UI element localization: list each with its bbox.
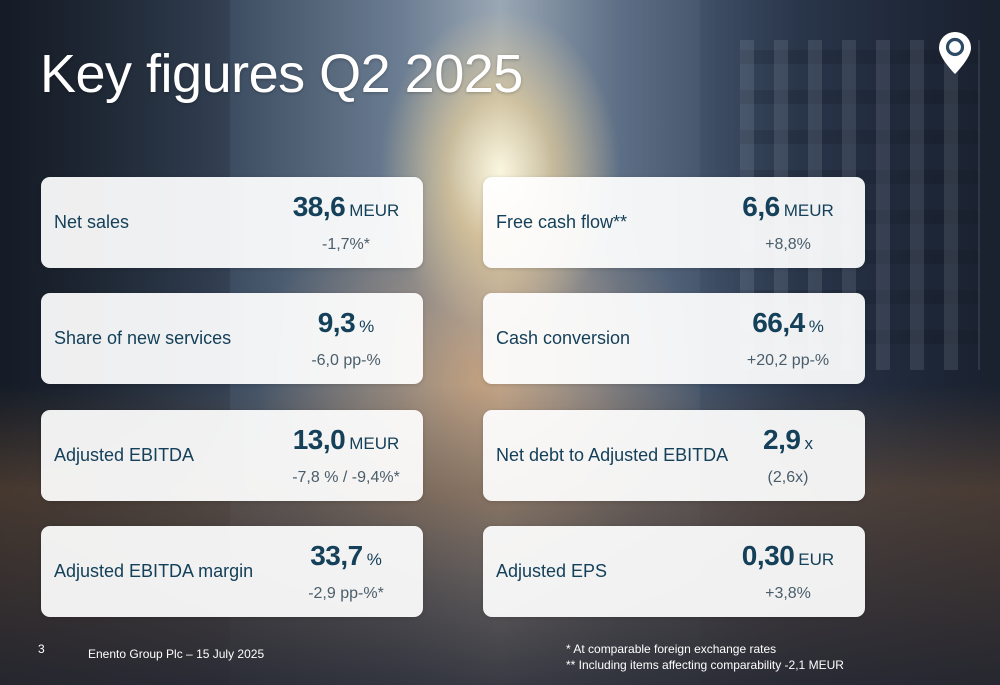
kpi-value-number: 0,30	[741, 540, 795, 571]
kpi-value-unit: %	[359, 317, 375, 336]
kpi-change: +8,8%	[765, 236, 811, 253]
kpi-value-unit: %	[808, 317, 824, 336]
kpi-value-number: 9,3	[317, 307, 356, 338]
kpi-label: Adjusted EPS	[496, 561, 608, 581]
kpi-label: Adjusted EBITDA	[54, 445, 195, 465]
kpi-card-adjusted-ebitda: Adjusted EBITDA 13,0 MEUR -7,8 % / -9,4%*	[41, 410, 423, 501]
kpi-card-share-new-services: Share of new services 9,3% -6,0 pp-%	[41, 293, 423, 384]
kpi-card-adjusted-ebitda-margin: Adjusted EBITDA margin 33,7% -2,9 pp-%*	[41, 526, 423, 617]
kpi-change: -2,9 pp-%*	[308, 585, 384, 602]
kpi-value: 13,0 MEUR	[271, 424, 421, 456]
location-pin-icon	[939, 32, 971, 74]
kpi-value-unit: MEUR	[783, 201, 834, 220]
kpi-value-number: 38,6	[292, 191, 346, 222]
kpi-card-net-debt-ratio: Net debt to Adjusted EBITDA 2,9 x (2,6x)	[483, 410, 865, 501]
footnotes: * At comparable foreign exchange rates *…	[566, 641, 844, 673]
footnote-2: ** Including items affecting comparabili…	[566, 658, 844, 672]
kpi-card-cash-conversion: Cash conversion 66,4% +20,2 pp-%	[483, 293, 865, 384]
kpi-label: Share of new services	[54, 328, 232, 348]
kpi-value: 33,7%	[271, 540, 421, 572]
kpi-value: 66,4%	[713, 307, 863, 339]
footnote-1: * At comparable foreign exchange rates	[566, 642, 777, 656]
footer-company-date: Enento Group Plc – 15 July 2025	[88, 647, 265, 661]
page-number: 3	[38, 642, 45, 656]
kpi-change: -7,8 % / -9,4%*	[292, 469, 400, 486]
kpi-value: 6,6 MEUR	[713, 191, 863, 223]
kpi-label: Free cash flow**	[496, 212, 628, 232]
kpi-value: 9,3%	[271, 307, 421, 339]
kpi-label: Adjusted EBITDA margin	[54, 561, 254, 581]
kpi-change: -1,7%*	[321, 236, 371, 253]
kpi-label: Net sales	[54, 212, 130, 232]
kpi-change: +20,2 pp-%	[746, 352, 830, 369]
kpi-card-net-sales: Net sales 38,6 MEUR -1,7%*	[41, 177, 423, 268]
kpi-value-unit: x	[804, 434, 813, 453]
kpi-value-number: 66,4	[752, 307, 805, 338]
kpi-value-unit: MEUR	[349, 201, 400, 220]
kpi-card-free-cash-flow: Free cash flow** 6,6 MEUR +8,8%	[483, 177, 865, 268]
kpi-value-unit: %	[366, 550, 382, 569]
kpi-value-number: 6,6	[742, 191, 780, 222]
kpi-value-unit: EUR	[798, 550, 835, 569]
kpi-change: +3,8%	[765, 585, 811, 602]
kpi-value: 0,30 EUR	[713, 540, 863, 572]
kpi-value: 38,6 MEUR	[271, 191, 421, 223]
kpi-value-unit: MEUR	[349, 434, 400, 453]
kpi-value-number: 13,0	[292, 424, 346, 455]
kpi-change: -6,0 pp-%	[311, 352, 381, 369]
kpi-change: (2,6x)	[767, 469, 809, 486]
kpi-value: 2,9 x	[713, 424, 863, 456]
kpi-label: Cash conversion	[496, 328, 631, 348]
kpi-card-adjusted-eps: Adjusted EPS 0,30 EUR +3,8%	[483, 526, 865, 617]
kpi-label: Net debt to Adjusted EBITDA	[496, 445, 729, 465]
page-title: Key figures Q2 2025	[40, 44, 523, 104]
kpi-value-number: 33,7	[310, 540, 363, 571]
kpi-value-number: 2,9	[763, 424, 801, 455]
